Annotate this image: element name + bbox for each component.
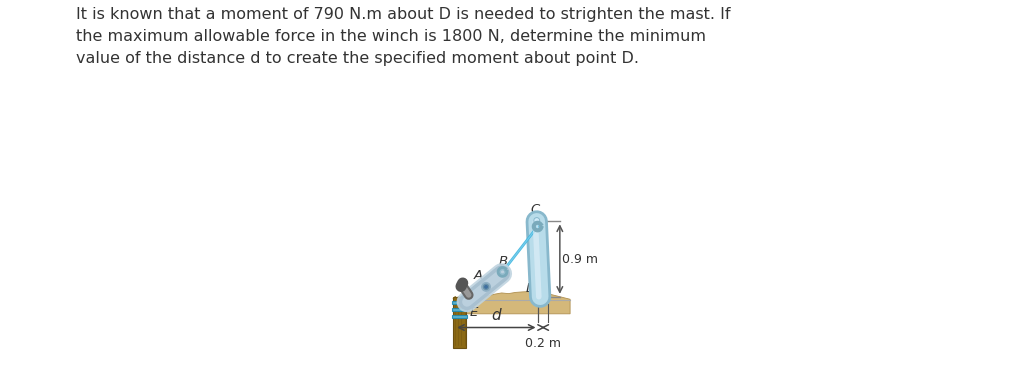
Bar — [453, 301, 467, 304]
Text: 0.9 m: 0.9 m — [562, 253, 598, 266]
Text: C: C — [531, 203, 540, 216]
Circle shape — [535, 219, 538, 222]
Bar — [453, 308, 467, 311]
Circle shape — [485, 286, 487, 288]
Text: It is known that a moment of 790 N.m about D is needed to strighten the mast. If: It is known that a moment of 790 N.m abo… — [76, 7, 731, 65]
Text: B: B — [498, 256, 507, 269]
Polygon shape — [454, 292, 571, 314]
Bar — [454, 298, 466, 348]
Text: E: E — [470, 306, 478, 319]
Circle shape — [483, 284, 488, 289]
Text: D: D — [526, 282, 536, 295]
Text: 0.2 m: 0.2 m — [525, 337, 561, 350]
Text: d: d — [491, 308, 501, 323]
Polygon shape — [454, 297, 466, 298]
Circle shape — [482, 283, 490, 291]
Text: A: A — [474, 269, 483, 282]
Bar — [453, 314, 467, 318]
Circle shape — [534, 218, 539, 223]
